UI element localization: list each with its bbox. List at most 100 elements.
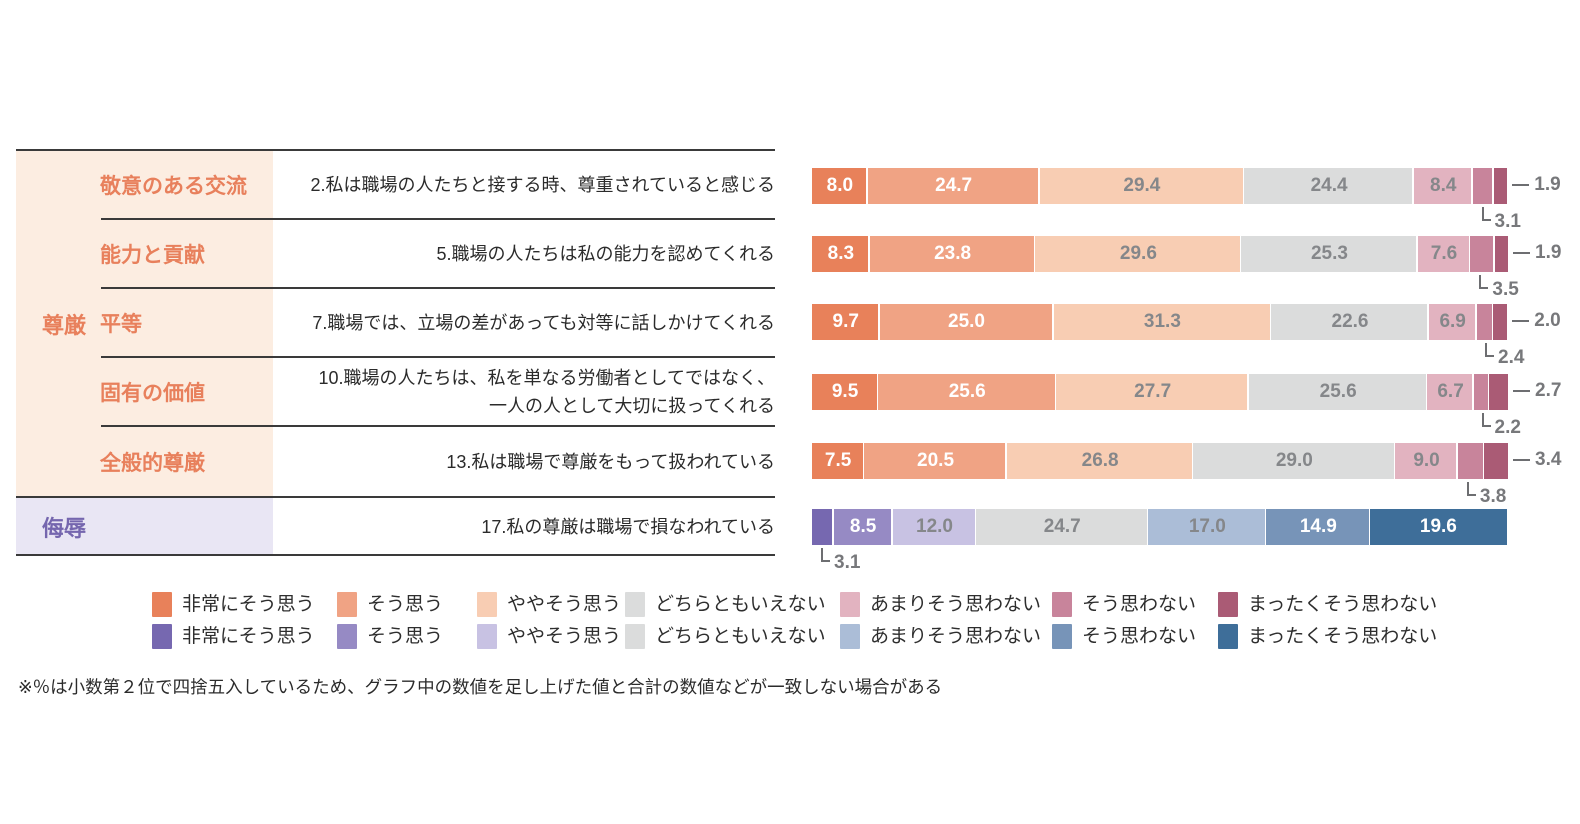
legend-swatch — [840, 624, 860, 649]
legend-item: そう思わない — [1052, 592, 1196, 617]
callout-value-label: 2.2 — [1494, 417, 1521, 438]
question-line: 一人の人として大切に扱ってくれる — [488, 395, 775, 416]
legend-swatch — [477, 592, 497, 617]
legend-label: 非常にそう思う — [182, 594, 315, 615]
bar-segment — [1470, 236, 1494, 272]
bar-segment — [1193, 443, 1394, 479]
bar-segment — [1427, 374, 1473, 410]
legend-label: そう思う — [367, 594, 444, 615]
callout-dash — [1513, 252, 1530, 254]
bar-segment — [1493, 304, 1508, 340]
question-text: 17.私の尊厳は職場で損なわれている — [276, 497, 775, 556]
row-divider — [101, 287, 775, 289]
category-label: 平等 — [100, 312, 142, 336]
category-label: 全般的尊厳 — [100, 451, 205, 475]
legend-item: そう思う — [337, 624, 443, 649]
footnote: ※％は小数第２位で四捨五入しているため、グラフ中の数値を足し上げた値と合計の数値… — [18, 677, 943, 697]
callout-connector-horizontal — [1485, 355, 1495, 357]
legend-label: どちらともいえない — [655, 626, 826, 647]
legend-item: あまりそう思わない — [840, 624, 1041, 649]
bar-segment — [1414, 168, 1471, 204]
question-line: 5.職場の人たちは私の能力を認めてくれる — [436, 243, 775, 264]
callout-connector-horizontal — [821, 560, 830, 562]
legend-label: ややそう思う — [507, 626, 622, 647]
bar-value-label: 17.0 — [1188, 516, 1226, 537]
bar-segment — [1006, 443, 1192, 479]
bar-segment — [976, 509, 1147, 545]
question-text: 5.職場の人たちは私の能力を認めてくれる — [276, 219, 775, 288]
stacked-bar: 8.0 24.7 29.4 24.4 8.4 3.1 1.9 — [812, 168, 1572, 232]
bar-segment — [1494, 236, 1508, 272]
callout-connector-vertical — [1466, 482, 1469, 494]
bar-value-label: 26.8 — [1081, 450, 1119, 471]
callout-value-label: 3.1 — [1494, 211, 1521, 232]
stacked-bar-chart: 8.0 24.7 29.4 24.4 8.4 3.1 1.9 8.3 23.8 29.6 25.3 7… — [812, 150, 1580, 573]
bar-segment — [892, 509, 975, 545]
callout-value-label: 3.5 — [1492, 279, 1519, 300]
question-line: 10.職場の人たちは、私を単なる労働者としてではなく、 — [318, 367, 775, 388]
question-text: 7.職場では、立場の差があっても対等に話しかけてくれる — [276, 288, 775, 357]
bar-segment — [833, 509, 892, 545]
question-text: 2.私は職場の人たちと接する時、尊重されていると感じる — [276, 150, 775, 219]
category-label: 固有の価値 — [100, 381, 205, 405]
callout-value-label: 3.1 — [834, 552, 861, 573]
bar-segment — [878, 374, 1055, 410]
bar-segment — [879, 304, 1052, 340]
legend-label: そう思わない — [1082, 594, 1197, 615]
legend-swatch — [337, 624, 357, 649]
legend-item: ややそう思う — [477, 592, 621, 617]
bar-value-label: 20.5 — [917, 450, 955, 471]
bar-value-label: 6.9 — [1439, 311, 1466, 332]
legend-swatch — [152, 592, 172, 617]
legend-item: どちらともいえない — [625, 592, 826, 617]
group-divider — [16, 496, 775, 498]
bar-segment — [1039, 168, 1243, 204]
question-line: 7.職場では、立場の差があっても対等に話しかけてくれる — [312, 312, 775, 333]
bar-value-label: 24.7 — [1043, 516, 1081, 537]
bar-value-label: 22.6 — [1331, 311, 1369, 332]
bar-segment — [1053, 304, 1270, 340]
bar-segment — [1417, 236, 1469, 272]
legend-swatch — [625, 624, 645, 649]
bar-segment — [1370, 509, 1507, 545]
legend-item: まったくそう思わない — [1218, 624, 1437, 649]
bar-value-label: 12.0 — [916, 516, 953, 537]
bar-segment — [1244, 168, 1413, 204]
stacked-bar: 9.5 25.6 27.7 25.6 6.7 2.2 2.7 — [812, 374, 1572, 438]
legend-swatch — [840, 592, 860, 617]
callout-connector-vertical — [821, 548, 823, 560]
bar-segment — [864, 443, 1006, 479]
bar-segment — [1241, 236, 1416, 272]
bar-segment — [1056, 374, 1248, 410]
bar-value-label: 9.7 — [832, 311, 859, 332]
survey-table: 尊厳 侮辱 敬意のある交流 2.私は職場の人たちと接する時、尊重されていると感じる 能力… — [16, 149, 775, 556]
stacked-bar: 9.7 25.0 31.3 22.6 6.9 2.4 2.0 — [812, 304, 1572, 368]
legend-item: 非常にそう思う — [152, 624, 315, 649]
bar-segment — [812, 236, 869, 272]
bar-segment — [1148, 509, 1265, 545]
legend-swatch — [1218, 592, 1238, 617]
legend-label: あまりそう思わない — [870, 594, 1042, 615]
bar-value-label: 8.3 — [827, 243, 855, 264]
callout-dash — [1513, 390, 1530, 392]
bar-segment — [1457, 443, 1483, 479]
legend-swatch — [1218, 624, 1238, 649]
legend-item: そう思う — [337, 592, 443, 617]
bar-segment — [1473, 374, 1488, 410]
bar-value-label: 31.3 — [1143, 311, 1181, 332]
callout-value-label: 3.4 — [1535, 449, 1562, 470]
legend-swatch — [477, 624, 497, 649]
bar-value-label: 29.0 — [1275, 450, 1313, 471]
legend-label: まったくそう思わない — [1248, 594, 1438, 615]
callout-connector-horizontal — [1479, 287, 1489, 289]
bar-segment — [1395, 443, 1457, 479]
legend-swatch — [152, 624, 172, 649]
bar-value-label: 7.5 — [824, 450, 852, 471]
callout-value-label: 3.8 — [1479, 486, 1507, 507]
bar-value-label: 25.3 — [1310, 243, 1348, 264]
stacked-bar: 3.1 8.5 12.0 24.7 17.0 14.9 19.6 — [812, 509, 1572, 573]
callout-connector-vertical — [1481, 207, 1484, 219]
category-label: 敬意のある交流 — [100, 174, 247, 198]
callout-connector-horizontal — [1481, 219, 1491, 221]
legend-label: まったくそう思わない — [1248, 626, 1438, 647]
